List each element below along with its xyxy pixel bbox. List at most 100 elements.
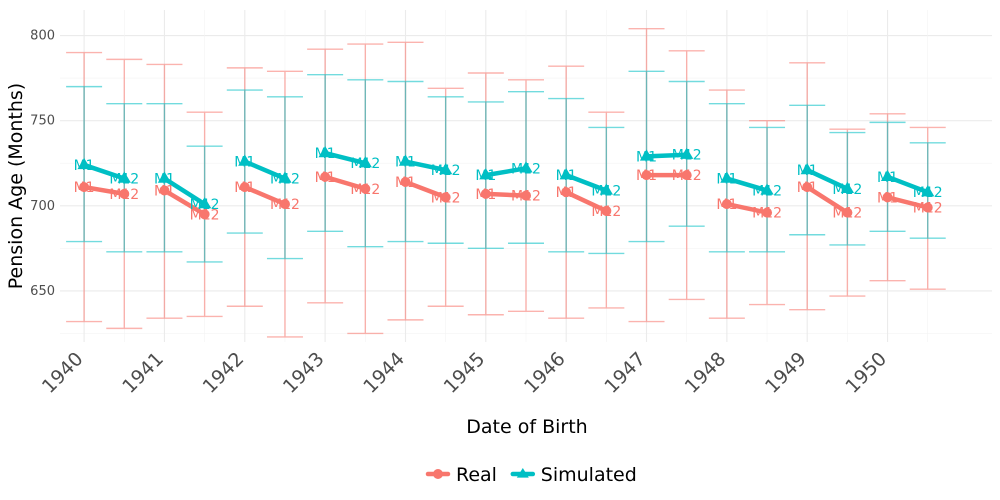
point-label: M1 [315, 170, 336, 186]
data-point-real [882, 192, 893, 203]
data-point-simulated [519, 161, 533, 173]
data-point-real [400, 176, 411, 187]
series-segment [162, 188, 207, 217]
data-point-real [159, 185, 170, 196]
data-point-simulated [197, 197, 212, 209]
point-label: M12 [190, 197, 220, 213]
series-segment [804, 184, 850, 215]
data-point-simulated [760, 183, 774, 195]
point-label: M1 [475, 187, 496, 203]
point-label: M12 [913, 185, 943, 201]
data-point-simulated [479, 168, 493, 180]
point-label: M12 [109, 187, 139, 203]
series-segment [804, 167, 850, 192]
data-point-simulated [559, 168, 573, 180]
point-label: M1 [154, 183, 175, 199]
point-label: M1 [556, 168, 577, 184]
data-point-real [239, 182, 250, 193]
series-segment [242, 159, 288, 181]
point-label: M1 [797, 180, 818, 196]
point-label: M12 [672, 168, 702, 184]
point-label: M12 [431, 190, 461, 206]
data-point-simulated [720, 171, 734, 183]
series-segment [885, 174, 930, 195]
data-point-real [641, 170, 652, 181]
data-points [77, 146, 935, 220]
series-lines [81, 150, 930, 217]
point-label: M1 [315, 146, 336, 162]
x-tick-label: 1950 [841, 348, 891, 398]
data-point-real [842, 207, 853, 218]
data-point-real [922, 202, 933, 213]
data-point-simulated [398, 154, 413, 166]
data-point-simulated [800, 163, 814, 175]
data-point-simulated [278, 171, 292, 183]
x-tick-label: 1940 [38, 348, 88, 398]
point-label: M1 [636, 168, 657, 184]
data-point-real [521, 190, 531, 201]
point-label: M1 [395, 175, 416, 191]
point-label: M12 [109, 172, 139, 188]
y-axis-title: Pension Age (Months) [5, 83, 27, 289]
series-segment [724, 201, 770, 215]
data-point-simulated [358, 156, 372, 168]
legend: Real Simulated [425, 464, 637, 486]
data-point-real [360, 183, 371, 194]
data-point-real [762, 207, 773, 218]
data-point-real [802, 182, 813, 193]
x-tick-label: 1946 [520, 348, 570, 398]
data-point-simulated [439, 163, 453, 175]
legend-key-marker [433, 469, 443, 479]
point-label: M1 [74, 180, 95, 196]
y-tick-label: 650 [30, 284, 55, 299]
series-segment [483, 166, 529, 178]
data-point-real [320, 171, 331, 182]
data-point-simulated [639, 149, 654, 161]
series-segment [242, 184, 288, 207]
x-tick-label: 1945 [440, 348, 490, 398]
data-point-simulated [680, 147, 694, 159]
point-label: M12 [591, 183, 621, 199]
data-point-real [119, 188, 130, 199]
legend-label: Real [456, 464, 497, 486]
point-labels: M1 M12 M1 M12 M1 M12 M1 M12 M1 M12 M1 M12 M1 M12 M1 M12… [74, 146, 943, 223]
point-label: M1 [234, 155, 255, 171]
point-label: M1 [475, 168, 496, 184]
point-label: M1 [395, 155, 416, 171]
point-label: M12 [832, 206, 862, 222]
series-segment [322, 150, 368, 166]
point-label: M12 [431, 163, 461, 179]
x-tick-label: 1947 [600, 348, 650, 398]
point-label: M1 [877, 190, 898, 206]
point-label: M12 [270, 172, 300, 188]
series-segment [81, 184, 127, 197]
point-label: M12 [190, 207, 220, 223]
y-tick-label: 700 [30, 199, 55, 214]
series-segment [403, 159, 448, 173]
point-label: M1 [716, 172, 737, 188]
series-segment [403, 179, 448, 200]
x-tick-label: 1948 [681, 348, 731, 398]
series-segment [644, 152, 689, 159]
point-label: M12 [832, 182, 862, 198]
series-segment [483, 191, 529, 198]
point-label: M12 [591, 204, 621, 220]
legend-key-marker [516, 468, 529, 478]
data-point-simulated [880, 169, 895, 182]
legend-label: Simulated [541, 464, 637, 486]
point-label: M1 [234, 180, 255, 196]
data-point-real [721, 199, 732, 210]
data-point-real [480, 188, 491, 199]
point-label: M12 [350, 156, 380, 172]
y-axis-ticks: 650 700 750 800 [30, 29, 55, 299]
point-label: M1 [797, 163, 818, 179]
data-point-simulated [921, 185, 935, 197]
series-segment [81, 162, 127, 181]
data-point-real [79, 182, 90, 193]
point-label: M12 [511, 189, 541, 205]
x-axis-ticks: 1940 1941 1942 1943 1944 1945 1946 1947 1948 1949… [38, 348, 891, 398]
series-segment [322, 174, 368, 192]
point-label: M12 [672, 148, 702, 164]
series-segment [724, 176, 770, 193]
